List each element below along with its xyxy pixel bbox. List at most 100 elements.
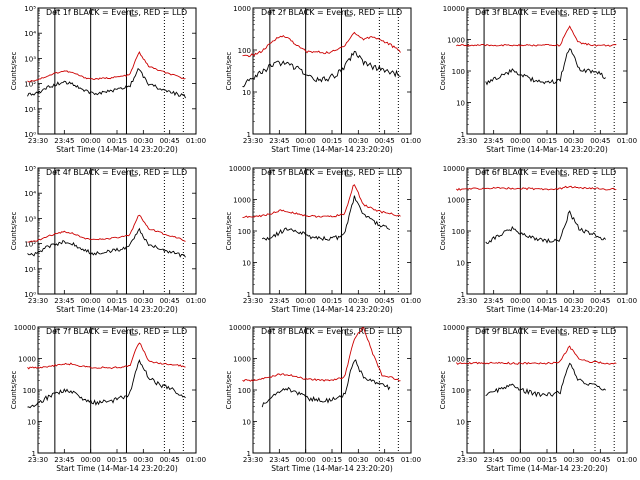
x-tick-label: 23:30 bbox=[457, 297, 477, 305]
plot-frame bbox=[37, 167, 197, 295]
events-series-line bbox=[27, 67, 186, 99]
plot-frame bbox=[252, 167, 412, 295]
marker-flag bbox=[345, 329, 352, 336]
x-tick-label: 00:45 bbox=[160, 137, 180, 145]
x-axis-label: Start Time (14-Mar-14 23:20:20) bbox=[271, 464, 393, 473]
marker-flag bbox=[91, 169, 96, 174]
y-tick-label: 1000 bbox=[18, 356, 36, 364]
marker-flag bbox=[55, 169, 60, 174]
y-tick-label: 10¹ bbox=[24, 266, 36, 274]
marker-flag bbox=[306, 328, 311, 333]
y-tick-label: 10⁰ bbox=[24, 131, 36, 139]
panel-7: Det 7f BLACK = Events, RED = LLD10000100… bbox=[10, 324, 206, 473]
events-series-line bbox=[485, 362, 606, 398]
y-tick-label: 1000 bbox=[233, 5, 251, 13]
y-axis-label: Counts/sec bbox=[225, 371, 233, 410]
x-tick-label: 23:45 bbox=[484, 297, 504, 305]
events-series-line bbox=[27, 227, 186, 258]
x-tick-label: 00:45 bbox=[375, 456, 395, 464]
lld-series-line bbox=[242, 327, 401, 382]
x-tick-label: 23:30 bbox=[457, 137, 477, 145]
y-tick-label: 1000 bbox=[447, 197, 465, 205]
y-tick-label: 10¹ bbox=[24, 106, 36, 114]
y-tick-label: 100 bbox=[238, 228, 251, 236]
plot-frame bbox=[252, 7, 412, 135]
panel-title: Det 5f BLACK = Events, RED = LLD bbox=[261, 168, 402, 177]
marker-flag bbox=[91, 328, 96, 333]
x-tick-label: 01:00 bbox=[617, 456, 637, 464]
x-tick-label: 23:30 bbox=[28, 297, 48, 305]
y-tick-label: 1 bbox=[461, 450, 465, 458]
y-axis-label: Counts/sec bbox=[10, 212, 18, 251]
y-tick-label: 10⁴ bbox=[24, 190, 36, 198]
y-tick-label: 10² bbox=[24, 241, 36, 249]
x-tick-label: 23:45 bbox=[484, 137, 504, 145]
y-tick-label: 1 bbox=[32, 450, 36, 458]
panel-title: Det 8f BLACK = Events, RED = LLD bbox=[261, 327, 402, 336]
y-tick-label: 1 bbox=[461, 131, 465, 139]
x-tick-label: 23:30 bbox=[243, 297, 263, 305]
x-tick-label: 00:45 bbox=[590, 456, 610, 464]
y-tick-label: 10000 bbox=[443, 324, 465, 332]
x-tick-label: 00:15 bbox=[322, 297, 342, 305]
y-axis-label: Counts/sec bbox=[439, 212, 447, 251]
x-tick-label: 00:15 bbox=[107, 297, 127, 305]
y-tick-label: 10⁵ bbox=[24, 5, 36, 13]
marker-flag bbox=[560, 170, 567, 177]
x-tick-label: 00:00 bbox=[296, 297, 316, 305]
y-tick-label: 10⁵ bbox=[24, 165, 36, 173]
events-series-line bbox=[261, 195, 391, 242]
y-axis-label: Counts/sec bbox=[439, 371, 447, 410]
x-tick-label: 00:15 bbox=[537, 297, 557, 305]
x-tick-label: 23:45 bbox=[484, 456, 504, 464]
marker-flag bbox=[306, 169, 311, 174]
marker-flag bbox=[130, 170, 137, 177]
x-tick-label: 00:30 bbox=[348, 456, 368, 464]
lld-series-line bbox=[242, 184, 401, 219]
x-tick-label: 00:15 bbox=[537, 456, 557, 464]
panel-9: Det 9f BLACK = Events, RED = LLD10000100… bbox=[439, 324, 637, 473]
marker-flag bbox=[91, 9, 96, 14]
x-tick-label: 00:30 bbox=[564, 456, 584, 464]
y-tick-label: 10 bbox=[27, 419, 36, 427]
x-tick-label: 00:15 bbox=[537, 137, 557, 145]
marker-flag bbox=[270, 169, 275, 174]
marker-flag bbox=[520, 169, 526, 174]
y-tick-label: 10³ bbox=[24, 215, 36, 223]
marker-flag bbox=[306, 9, 311, 14]
y-tick-label: 10000 bbox=[229, 324, 251, 332]
events-series-line bbox=[485, 210, 607, 244]
marker-flag bbox=[484, 328, 490, 333]
x-axis-label: Start Time (14-Mar-14 23:20:20) bbox=[56, 305, 178, 314]
x-tick-label: 00:00 bbox=[81, 137, 101, 145]
y-tick-label: 100 bbox=[238, 387, 251, 395]
x-axis-label: Start Time (14-Mar-14 23:20:20) bbox=[486, 464, 608, 473]
y-tick-label: 1 bbox=[247, 131, 251, 139]
x-tick-label: 01:00 bbox=[401, 137, 421, 145]
plot-frame bbox=[466, 167, 628, 295]
x-tick-label: 00:30 bbox=[564, 137, 584, 145]
x-tick-label: 00:30 bbox=[133, 297, 153, 305]
x-tick-label: 00:30 bbox=[133, 456, 153, 464]
events-series-line bbox=[261, 359, 391, 408]
marker-flag bbox=[345, 170, 352, 177]
panel-4: Det 4f BLACK = Events, RED = LLD 10⁵ 10⁴ 10… bbox=[10, 165, 206, 314]
x-axis-label: Start Time (14-Mar-14 23:20:20) bbox=[56, 464, 178, 473]
y-tick-label: 10⁰ bbox=[24, 291, 36, 299]
panel-3: Det 3f BLACK = Events, RED = LLD10000100… bbox=[439, 5, 637, 154]
x-axis-label: Start Time (14-Mar-14 23:20:20) bbox=[56, 145, 178, 154]
events-series-line bbox=[242, 50, 401, 88]
y-tick-label: 10 bbox=[456, 419, 465, 427]
y-axis-label: Counts/sec bbox=[439, 52, 447, 91]
y-tick-label: 10² bbox=[24, 81, 36, 89]
events-series-line bbox=[485, 47, 606, 86]
y-tick-label: 10000 bbox=[443, 165, 465, 173]
marker-flag bbox=[520, 9, 526, 14]
y-tick-label: 1000 bbox=[233, 356, 251, 364]
y-tick-label: 100 bbox=[452, 228, 465, 236]
x-tick-label: 00:00 bbox=[81, 456, 101, 464]
lld-series-line bbox=[27, 214, 186, 243]
x-tick-label: 23:30 bbox=[28, 456, 48, 464]
x-tick-label: 01:00 bbox=[186, 456, 206, 464]
x-tick-label: 23:45 bbox=[269, 297, 289, 305]
